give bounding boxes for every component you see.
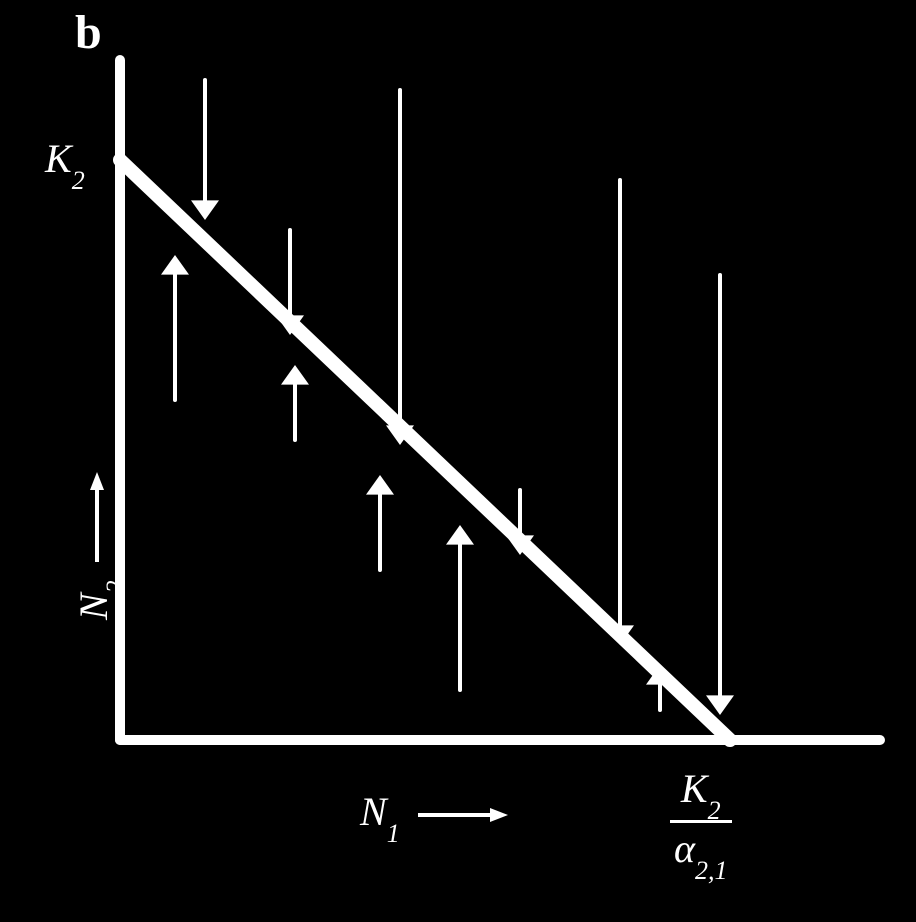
flow-arrow-up-head-2 xyxy=(366,475,394,495)
isocline xyxy=(120,160,730,740)
panel-letter: b xyxy=(75,5,102,60)
y-axis-arrow-icon xyxy=(87,472,107,562)
n1-main: N xyxy=(360,789,387,834)
k2-main: K xyxy=(45,136,72,181)
frac-denominator: α2,1 xyxy=(670,823,732,878)
x-axis-arrow-icon xyxy=(418,805,508,825)
flow-arrow-up-head-0 xyxy=(161,255,189,275)
frac-numerator: K2 xyxy=(670,765,732,823)
frac-den-main: α xyxy=(674,826,695,871)
flow-arrow-up-head-3 xyxy=(446,525,474,545)
frac-num-sub: 2 xyxy=(708,796,721,825)
x-axis-label: N1 xyxy=(360,788,400,841)
k2-sub: 2 xyxy=(72,166,85,195)
flow-arrow-down-head-0 xyxy=(191,200,219,220)
frac-num-main: K xyxy=(681,766,708,811)
frac-den-sub: 2,1 xyxy=(695,856,728,885)
flow-arrow-up-head-1 xyxy=(281,365,309,385)
n1-sub: 1 xyxy=(387,819,400,848)
y-axis-label-group: N2 xyxy=(70,472,123,620)
y-axis-label: N2 xyxy=(70,580,123,620)
n2-main: N xyxy=(71,593,116,620)
y-intercept-label: K2 xyxy=(45,135,85,188)
x-intercept-label: K2 α2,1 xyxy=(670,765,732,878)
n2-sub: 2 xyxy=(101,580,130,593)
x-intercept-fraction: K2 α2,1 xyxy=(670,765,732,878)
x-axis-label-group: N1 xyxy=(360,788,508,841)
diagram-svg xyxy=(0,0,916,922)
